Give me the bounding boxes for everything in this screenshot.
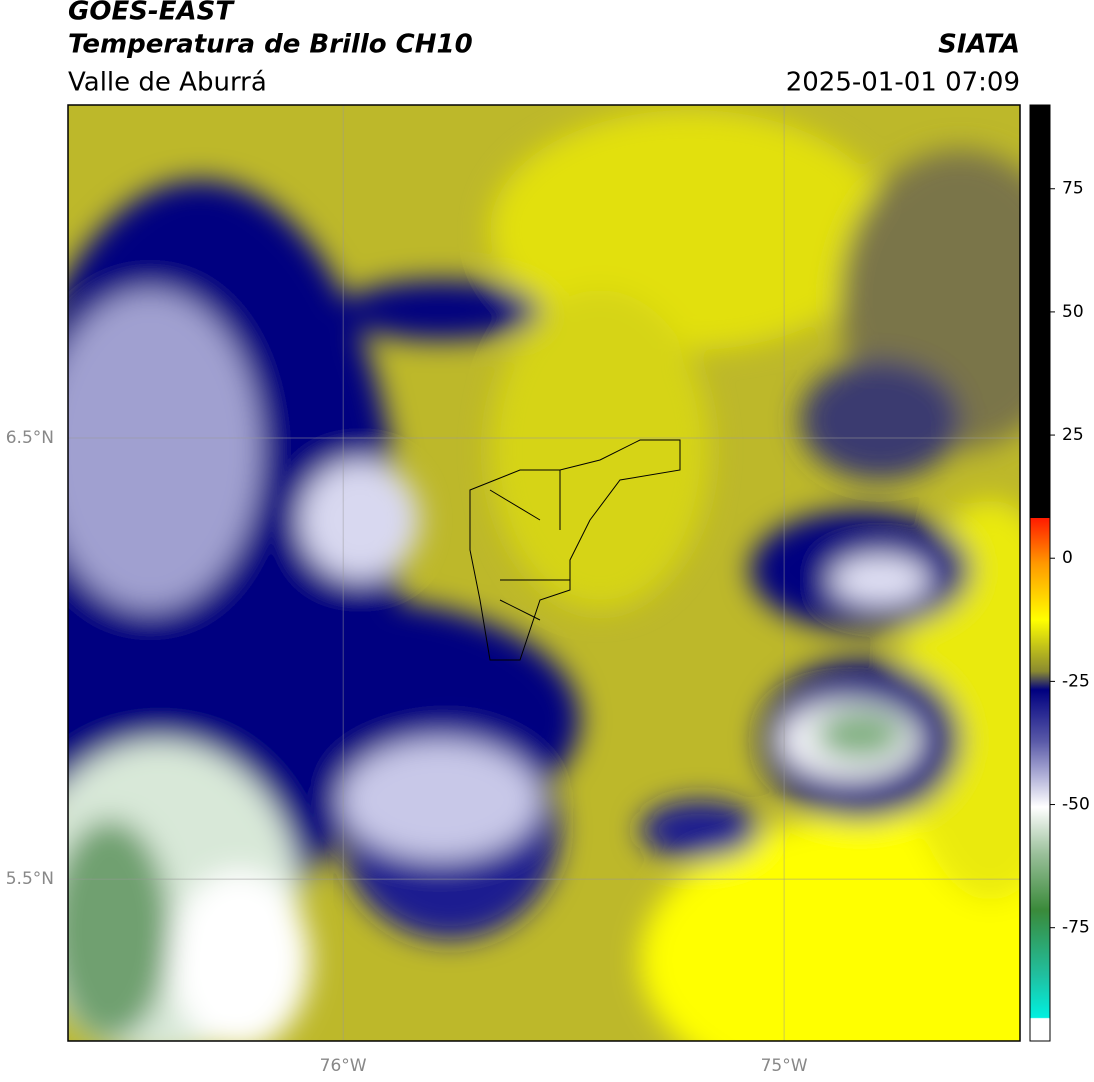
colorbar-tick-label: 50	[1062, 302, 1084, 322]
datetime: 2025-01-01 07:09	[786, 68, 1020, 98]
y-tick-label: 5.5°N	[6, 869, 54, 889]
title: GOES-EAST	[68, 0, 235, 27]
colorbar-tick-label: -25	[1062, 671, 1090, 691]
colorbar-tick-label: 0	[1062, 548, 1073, 568]
y-tick-label: 6.5°N	[6, 428, 54, 448]
subtitle: Temperatura de Brillo CH10	[68, 30, 473, 60]
region: Valle de Aburrá	[68, 68, 267, 98]
colorbar-tick-label: 25	[1062, 425, 1084, 445]
colorbar-tick-label: -75	[1062, 918, 1090, 938]
x-tick-label: 76°W	[320, 1056, 367, 1076]
map-frame	[67, 104, 1021, 1042]
x-tick-label: 75°W	[761, 1056, 808, 1076]
colorbar	[1029, 104, 1051, 1042]
source: SIATA	[938, 30, 1020, 60]
colorbar-tick-label: 75	[1062, 179, 1084, 199]
satellite-image	[68, 105, 1020, 1041]
colorbar-tick-label: -50	[1062, 795, 1090, 815]
